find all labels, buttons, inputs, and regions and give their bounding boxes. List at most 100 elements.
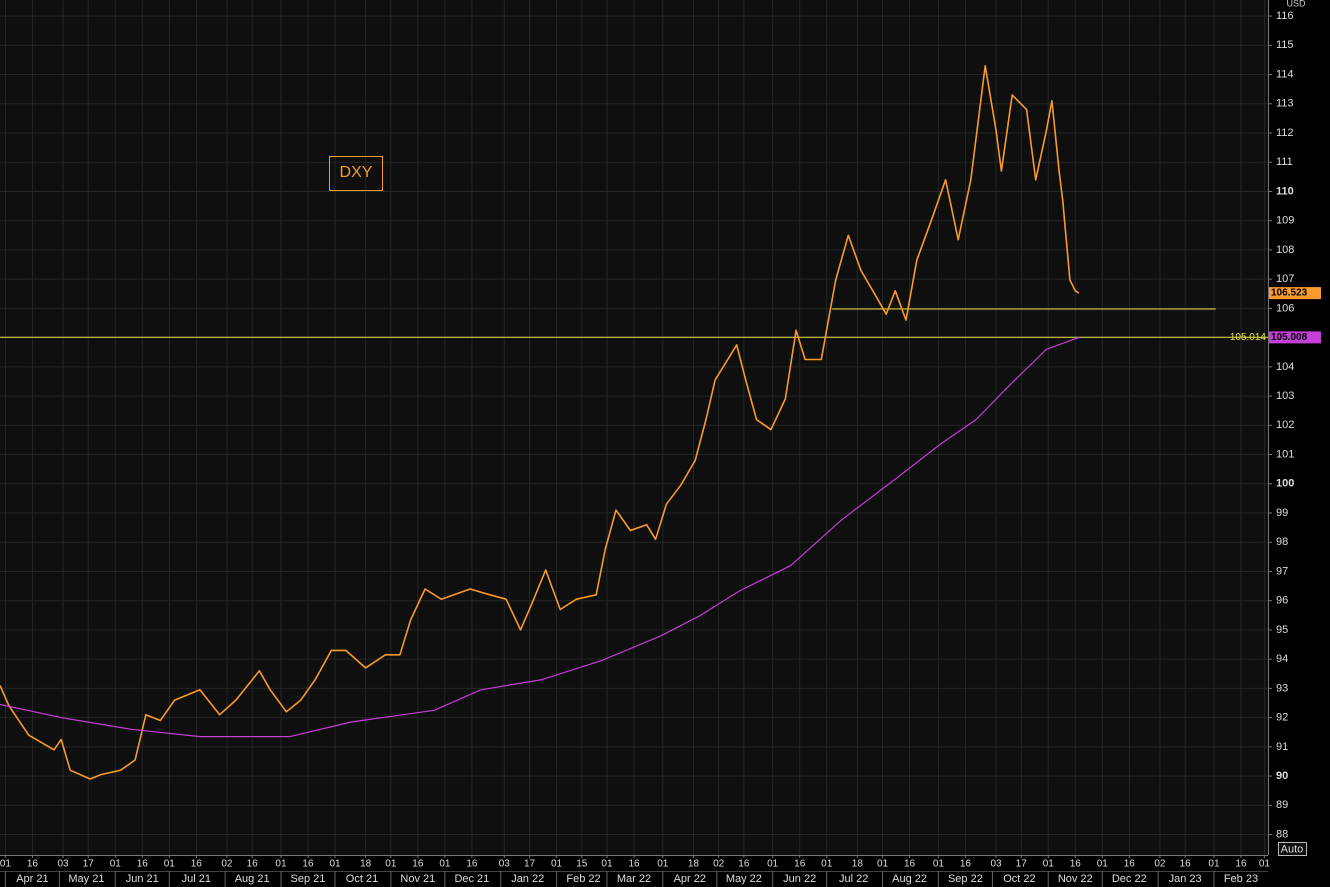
- x-tick-label: 16: [1070, 859, 1082, 870]
- auto-button-label[interactable]: Auto: [1281, 843, 1304, 855]
- y-tick-label: 89: [1276, 799, 1288, 811]
- month-label: Aug 21: [235, 873, 270, 885]
- x-tick-label: 18: [360, 859, 372, 870]
- month-label: Dec 22: [1112, 873, 1147, 885]
- month-label: Jan 22: [511, 873, 544, 885]
- x-tick-label: 17: [1016, 859, 1028, 870]
- series-line: [0, 65, 1080, 780]
- y-tick-label: 93: [1276, 682, 1288, 694]
- y-tick-label: 112: [1276, 127, 1294, 139]
- x-tick-label: 15: [576, 859, 588, 870]
- y-tick-label: 100: [1276, 478, 1294, 490]
- title-box: [329, 156, 383, 191]
- marks: [0, 65, 1268, 780]
- x-tick-label: 16: [738, 859, 750, 870]
- auto-button[interactable]: Auto: [1278, 842, 1307, 856]
- month-label: Feb 22: [566, 873, 600, 885]
- x-tick-label: 16: [302, 859, 314, 870]
- y-tick-label: 109: [1276, 215, 1294, 227]
- y-tick-label: 104: [1276, 361, 1294, 373]
- x-tick-label: 16: [1180, 859, 1192, 870]
- month-label: Mar 22: [617, 873, 651, 885]
- series-line: [0, 336, 1080, 738]
- month-label: Jul 22: [839, 873, 868, 885]
- x-tick-label: 02: [713, 859, 725, 870]
- x-tick-label: 01: [275, 859, 287, 870]
- x-tick-label: 16: [191, 859, 203, 870]
- x-tick-label: 01: [164, 859, 176, 870]
- y-tick-label: 90: [1276, 770, 1288, 782]
- x-tick-label: 16: [1124, 859, 1136, 870]
- y-tick-label: 98: [1276, 536, 1288, 548]
- y-tick-label: 113: [1276, 98, 1294, 110]
- y-tick-label: 116: [1276, 10, 1294, 22]
- x-tick-label: 01: [767, 859, 779, 870]
- unit-label: USD: [1286, 0, 1306, 8]
- x-tick-label: 02: [221, 859, 233, 870]
- x-tick-label: 16: [466, 859, 478, 870]
- month-label: Oct 22: [1003, 873, 1035, 885]
- y-tick-label: 102: [1276, 419, 1294, 431]
- month-label: Nov 21: [400, 873, 435, 885]
- month-label: May 22: [726, 873, 762, 885]
- x-tick-label: 01: [329, 859, 341, 870]
- x-tick-label: 17: [83, 859, 95, 870]
- y-tick-label: 97: [1276, 565, 1288, 577]
- x-tick-label: 16: [794, 859, 806, 870]
- month-label: Apr 21: [16, 873, 48, 885]
- month-label: May 21: [68, 873, 104, 885]
- x-tick-label: 16: [904, 859, 916, 870]
- month-label: Oct 21: [346, 873, 378, 885]
- x-tick-label: 03: [990, 859, 1002, 870]
- y-tick-label: 91: [1276, 741, 1288, 753]
- x-tick-label: 03: [499, 859, 511, 870]
- x-tick-label: 01: [1208, 859, 1220, 870]
- month-label: Dec 21: [454, 873, 489, 885]
- x-tick-label: 01: [877, 859, 889, 870]
- x-tick-label: 16: [247, 859, 259, 870]
- x-tick-label: 01: [821, 859, 833, 870]
- x-tick-label: 17: [524, 859, 536, 870]
- month-label: Sep 22: [948, 873, 983, 885]
- x-tick-label: 01: [385, 859, 397, 870]
- y-tick-label: 108: [1276, 244, 1294, 256]
- x-tick-label: 16: [27, 859, 39, 870]
- month-label: Sep 21: [291, 873, 326, 885]
- x-tick-label: 03: [57, 859, 69, 870]
- y-tick-label: 92: [1276, 712, 1288, 724]
- horizontal-line-label: 105.014: [1230, 332, 1267, 343]
- x-tick-label: 16: [137, 859, 149, 870]
- month-label: Jun 21: [126, 873, 159, 885]
- y-tick-label: 106: [1276, 302, 1294, 314]
- y-tick-label: 96: [1276, 595, 1288, 607]
- month-label: Feb 23: [1224, 873, 1258, 885]
- x-tick-label: 16: [412, 859, 424, 870]
- x-tick-label: 16: [1235, 859, 1247, 870]
- auto-button-frame[interactable]: [1278, 842, 1307, 856]
- x-tick-label: 01: [601, 859, 613, 870]
- y-tick-label: 110: [1276, 185, 1294, 197]
- x-tick-label: 01: [1097, 859, 1109, 870]
- y-tick-label: 88: [1276, 828, 1288, 840]
- y-tick-label: 101: [1276, 448, 1294, 460]
- last-value-label: 106.523: [1271, 288, 1308, 299]
- x-tick-label: 01: [110, 859, 122, 870]
- y-tick-label: 115: [1276, 39, 1294, 51]
- month-label: Aug 22: [892, 873, 927, 885]
- x-tick-label: 18: [688, 859, 700, 870]
- grid: [0, 0, 1268, 855]
- x-tick-label: 02: [1154, 859, 1166, 870]
- x-tick-label: 01: [1043, 859, 1055, 870]
- x-tick-label: 16: [628, 859, 640, 870]
- y-tick-label: 107: [1276, 273, 1294, 285]
- month-label: Nov 22: [1058, 873, 1093, 885]
- x-tick-label: 01: [0, 859, 11, 870]
- x-tick-label: 01: [933, 859, 945, 870]
- x-tick-label: 01: [439, 859, 451, 870]
- month-label: Jan 23: [1169, 873, 1202, 885]
- x-tick-label: 01: [657, 859, 669, 870]
- y-tick-label: 95: [1276, 624, 1288, 636]
- axis-background: [1268, 0, 1330, 887]
